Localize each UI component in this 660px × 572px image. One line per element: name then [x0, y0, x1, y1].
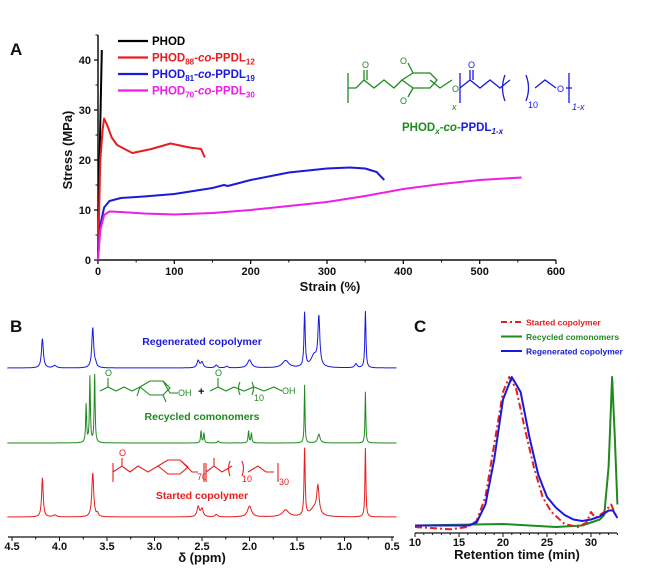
- x-tick-label: 4.5: [4, 541, 19, 553]
- repeat-1-x: 1-x: [572, 102, 585, 112]
- carbonyl-o-ppdl: O: [468, 60, 475, 70]
- started-repeat-70: 70: [197, 472, 207, 482]
- x-tick-label: 1.5: [289, 541, 304, 553]
- x-tick-label: 30: [585, 537, 597, 549]
- x-tick-label: 200: [241, 266, 259, 278]
- legend-entry: PHOD81-co-PPDL19: [152, 69, 255, 83]
- ring-o-top: O: [400, 56, 407, 66]
- x-tick-label: 3.0: [147, 541, 162, 553]
- x-tick-label: 600: [547, 266, 565, 278]
- legend-entry: PHOD70-co-PPDL30: [152, 86, 255, 100]
- y-tick-label: 40: [79, 55, 91, 67]
- x-axis-title: Retention time (min): [454, 547, 580, 562]
- y-tick-label: 20: [79, 155, 91, 167]
- x-tick-label: 2.5: [194, 541, 209, 553]
- ester-o: O: [452, 84, 459, 94]
- series-line-3: [97, 176, 522, 261]
- series-line-2: [97, 166, 385, 261]
- repeat-10: 10: [528, 100, 538, 110]
- monomer2-o: O: [215, 368, 222, 378]
- x-tick-label: 10: [409, 537, 421, 549]
- spectrum-label: Regenerated copolymer: [142, 336, 262, 348]
- x-tick-label: 2.0: [242, 541, 257, 553]
- series-line-2: [415, 376, 619, 527]
- series-line-0: [414, 376, 617, 531]
- series-line-1: [414, 376, 619, 528]
- x-tick-label: 20: [497, 537, 509, 549]
- ester-o-ppdl: O: [557, 84, 564, 94]
- spectrum-1: [7, 373, 397, 444]
- gpc-chart: Retention time (min) 10 15 20 25 30 Started c…: [409, 318, 624, 563]
- started-repeat-30: 30: [279, 477, 289, 487]
- spectrum-0: [7, 310, 397, 369]
- series-line-1: [97, 117, 206, 261]
- monomer1-o: O: [105, 368, 112, 378]
- legend-entry: Started copolymer: [526, 318, 601, 328]
- monomer1-oh: OH: [178, 388, 192, 398]
- legend-entry: PHOD: [152, 36, 185, 48]
- x-tick-label: 300: [318, 266, 336, 278]
- x-tick-label: 0.5: [384, 541, 399, 553]
- panel-label-b: B: [10, 317, 22, 336]
- y-tick-label: 30: [79, 105, 91, 117]
- legend-entry: PHOD88-co-PPDL12: [152, 53, 255, 67]
- x-axis-title: δ (ppm): [178, 550, 226, 565]
- spectrum-label: Recycled comonomers: [145, 411, 260, 423]
- plus-sign: +: [198, 386, 204, 398]
- stress-strain-chart: Strain (%) Stress (MPa) 0 100 200 300 400 500…: [60, 34, 565, 294]
- x-tick-label: 25: [541, 537, 553, 549]
- panel-label-a: A: [10, 40, 22, 59]
- x-tick-label: 0: [95, 266, 101, 278]
- y-tick-label: 10: [79, 205, 91, 217]
- spectrum-label: Started copolymer: [156, 490, 248, 502]
- x-tick-label: 400: [394, 266, 412, 278]
- y-axis-title: Stress (MPa): [60, 111, 75, 190]
- spectrum-2: [7, 447, 397, 518]
- legend-entry: Recycled comonomers: [526, 332, 619, 342]
- x-tick-label: 1.0: [337, 541, 352, 553]
- carbonyl-o: O: [362, 60, 369, 70]
- x-tick-label: 500: [470, 266, 488, 278]
- monomer-structures: [99, 378, 283, 403]
- nmr-chart: δ (ppm) 4.5 4.0 3.5 3.0 2.5 2.0 1.5 1.0 0.5 Regen…: [4, 310, 400, 565]
- x-tick-label: 100: [165, 266, 183, 278]
- x-axis-title: Strain (%): [300, 279, 361, 294]
- copolymer-structure: [347, 62, 572, 103]
- ring-o-bottom: O: [400, 96, 407, 106]
- started-o: O: [119, 448, 126, 458]
- started-repeat-10: 10: [242, 474, 252, 484]
- monomer2-oh: OH: [282, 386, 296, 396]
- repeat-x: x: [451, 102, 457, 112]
- started-copolymer-structure: [112, 458, 279, 482]
- x-tick-label: 4.0: [52, 541, 67, 553]
- copolymer-name: PHODx-co-PPDL1-x: [402, 122, 504, 136]
- x-tick-label: 15: [453, 537, 465, 549]
- x-tick-label: 3.5: [99, 541, 114, 553]
- panel-label-c: C: [414, 317, 426, 336]
- y-tick-label: 0: [85, 255, 91, 267]
- legend-entry: Regenerated copolymer: [526, 347, 624, 357]
- monomer2-repeat-10: 10: [254, 393, 264, 403]
